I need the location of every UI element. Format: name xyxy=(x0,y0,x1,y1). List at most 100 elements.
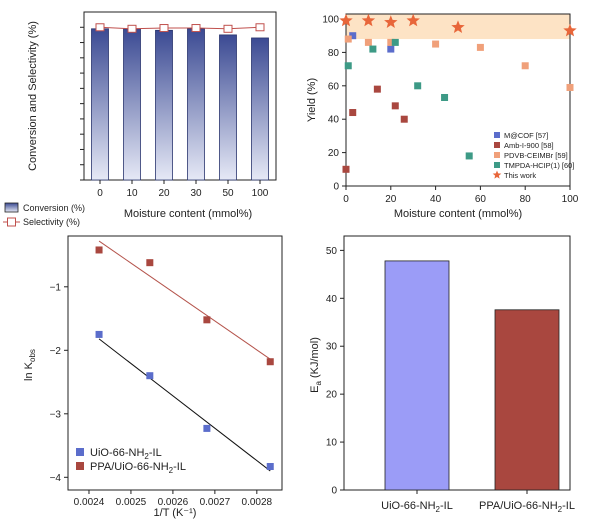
lnk-point xyxy=(146,372,154,380)
panel-d-cat-label-1: UiO-66-NH2-IL xyxy=(381,500,453,514)
lnk-point xyxy=(95,330,103,338)
panel-c-x-tick-label: 0.0024 xyxy=(74,497,105,508)
panel-c-x-tick-label: 0.0027 xyxy=(200,497,231,508)
cat1-sub: 2 xyxy=(436,505,441,514)
panel-b-ticks: 0 20 40 60 80 100 0 20 40 60 80 100 xyxy=(322,15,578,205)
lnk-point xyxy=(95,246,103,254)
panel-b-y-label: Yield (%) xyxy=(306,78,318,122)
panel-c-y-tick-label: −2 xyxy=(50,346,62,357)
panel-c-fit-lines xyxy=(98,240,271,472)
panel-a-frame xyxy=(83,11,277,181)
activation-energy-bar xyxy=(384,260,450,491)
panel-yield: 0 20 40 60 80 100 0 20 40 60 80 100 Yield (%) Moist… xyxy=(306,13,579,220)
panel-b-x-tick-label: 0 xyxy=(343,194,349,205)
panel-a-x-tick-label: 20 xyxy=(158,188,170,199)
yield-point xyxy=(344,35,352,43)
conversion-bar xyxy=(155,29,173,181)
panel-d-y-tick-label: 0 xyxy=(331,486,337,497)
yield-point xyxy=(432,40,440,48)
panel-a-legend: Conversion (%) Selectivity (%) xyxy=(3,202,85,227)
panel-d-y-tick-label: 40 xyxy=(326,294,338,305)
panel-c-y-tick-label: −1 xyxy=(50,282,62,293)
panel-conversion-selectivity: 0 10 20 30 50 100 Conversion and Selectivity … xyxy=(3,11,277,227)
cat2-tail: -IL xyxy=(562,500,575,512)
conversion-bar xyxy=(219,34,237,181)
this-work-point xyxy=(384,15,398,28)
legend-conversion-label: Conversion (%) xyxy=(23,203,85,213)
legend-label: TMPDA-HCIP(1) [60] xyxy=(504,161,574,170)
panel-d-y-label: Ea (KJ/mol) xyxy=(309,337,323,393)
panel-b-y-tick-label: 20 xyxy=(328,148,340,159)
panel-c-x-tick-label: 0.0026 xyxy=(158,497,189,508)
legend-ppa-sub: 2 xyxy=(169,466,174,475)
panel-a-x-tick-label: 0 xyxy=(97,188,103,199)
lnk-point xyxy=(266,358,274,366)
panel-a-x-tick-label: 10 xyxy=(126,188,138,199)
legend-this-work-marker xyxy=(492,170,502,179)
panel-c-x-label: 1/T (K⁻¹) xyxy=(154,507,197,519)
selectivity-point xyxy=(127,24,137,33)
legend-uio-marker xyxy=(76,448,84,456)
legend-label: M@COF [57] xyxy=(504,131,548,140)
panel-d-y-tick-label: 10 xyxy=(326,438,338,449)
activation-energy-bar xyxy=(494,309,560,491)
panel-b-y-tick-label: 60 xyxy=(328,81,340,92)
yield-point xyxy=(364,38,372,46)
panel-b-y-tick-label: 40 xyxy=(328,115,340,126)
yield-point xyxy=(369,45,377,53)
conversion-bar xyxy=(251,37,269,181)
panel-b-x-tick-label: 40 xyxy=(430,194,442,205)
panel-b-x-tick-label: 100 xyxy=(562,194,579,205)
panel-b-x-tick-label: 20 xyxy=(385,194,397,205)
panel-c-points xyxy=(95,246,274,471)
panel-d-frame xyxy=(343,235,571,491)
legend-marker xyxy=(494,132,500,138)
yield-point xyxy=(342,165,350,173)
panel-b-legend: M@COF [57]Amb-I-900 [58]PDVB-CEIMBr [59]… xyxy=(492,131,574,180)
legend-marker xyxy=(494,162,500,168)
panel-d-bars xyxy=(384,260,560,491)
yield-point xyxy=(349,32,357,40)
cat2-sub: 2 xyxy=(558,505,563,514)
selectivity-point xyxy=(95,23,105,32)
cat1-main: UiO-66-NH xyxy=(381,500,435,512)
lnk-point xyxy=(146,259,154,267)
panel-c-ticks: 0.0024 0.0025 0.0026 0.0027 0.0028 −1 −2 −3 −4 xyxy=(50,282,273,508)
yield-point xyxy=(349,109,357,117)
panel-d-y-label-main: E xyxy=(309,386,321,393)
yield-point xyxy=(521,62,529,70)
panel-c-x-tick-label: 0.0025 xyxy=(116,497,147,508)
yield-point xyxy=(391,102,399,110)
lnk-point xyxy=(203,316,211,324)
cat1-tail: -IL xyxy=(440,500,453,512)
panel-d-y-label-sub: a xyxy=(314,381,323,386)
panel-d-y-tick-label: 20 xyxy=(326,390,338,401)
panel-a-x-ticks: 0 10 20 30 50 100 xyxy=(97,180,269,199)
legend-ppa-marker xyxy=(76,462,84,470)
panel-d-cat-label-2: PPA/UiO-66-NH2-IL xyxy=(479,500,575,514)
panel-a-y-ticks xyxy=(80,26,84,181)
legend-marker xyxy=(494,142,500,148)
yield-point xyxy=(373,85,381,93)
legend-uio-label: UiO-66-NH2-IL xyxy=(90,447,162,461)
panel-b-x-tick-label: 60 xyxy=(475,194,487,205)
panel-b-x-tick-label: 80 xyxy=(520,194,532,205)
panel-b-frame xyxy=(345,13,571,187)
legend-uio-sub: 2 xyxy=(144,452,149,461)
yield-point xyxy=(566,83,574,91)
lnk-point xyxy=(203,424,211,432)
legend-label: PDVB-CEIMBr [59] xyxy=(504,151,568,160)
panel-d-y-tick-label: 50 xyxy=(326,246,338,257)
yield-point xyxy=(391,38,399,46)
yield-point xyxy=(414,82,422,90)
selectivity-point xyxy=(223,24,233,33)
panel-b-y-tick-label: 100 xyxy=(322,15,339,26)
panel-a-selectivity xyxy=(95,23,265,33)
legend-selectivity-marker xyxy=(7,217,16,227)
panel-c-y-tick-label: −4 xyxy=(50,473,62,484)
panel-b-x-label: Moisture content (mmol%) xyxy=(394,208,522,220)
legend-ppa-label: PPA/UiO-66-NH2-IL xyxy=(90,461,186,475)
selectivity-point xyxy=(191,24,201,33)
panel-d-y-tick-label: 30 xyxy=(326,342,338,353)
